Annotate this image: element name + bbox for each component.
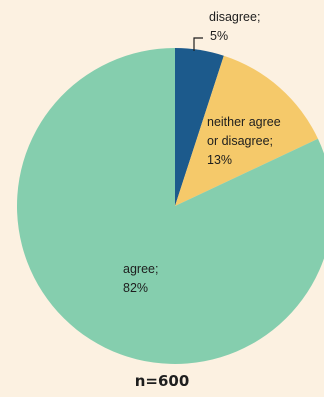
slice-label-agree: agree; 82% — [123, 262, 162, 295]
disagree-leader-line — [193, 37, 203, 51]
slice-label-neither: neither agree or disagree; 13% — [207, 115, 284, 167]
pie-slice-neither — [175, 55, 318, 207]
pie-slices — [17, 48, 324, 364]
pie-slice-disagree — [175, 48, 224, 206]
pie-slice-agree — [17, 48, 324, 364]
slice-label-disagree: disagree; 5% — [209, 10, 264, 43]
sample-size-note: n=600 — [134, 372, 190, 390]
